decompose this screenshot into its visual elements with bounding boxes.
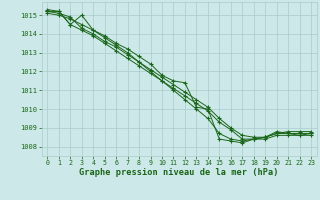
X-axis label: Graphe pression niveau de la mer (hPa): Graphe pression niveau de la mer (hPa) — [79, 168, 279, 177]
